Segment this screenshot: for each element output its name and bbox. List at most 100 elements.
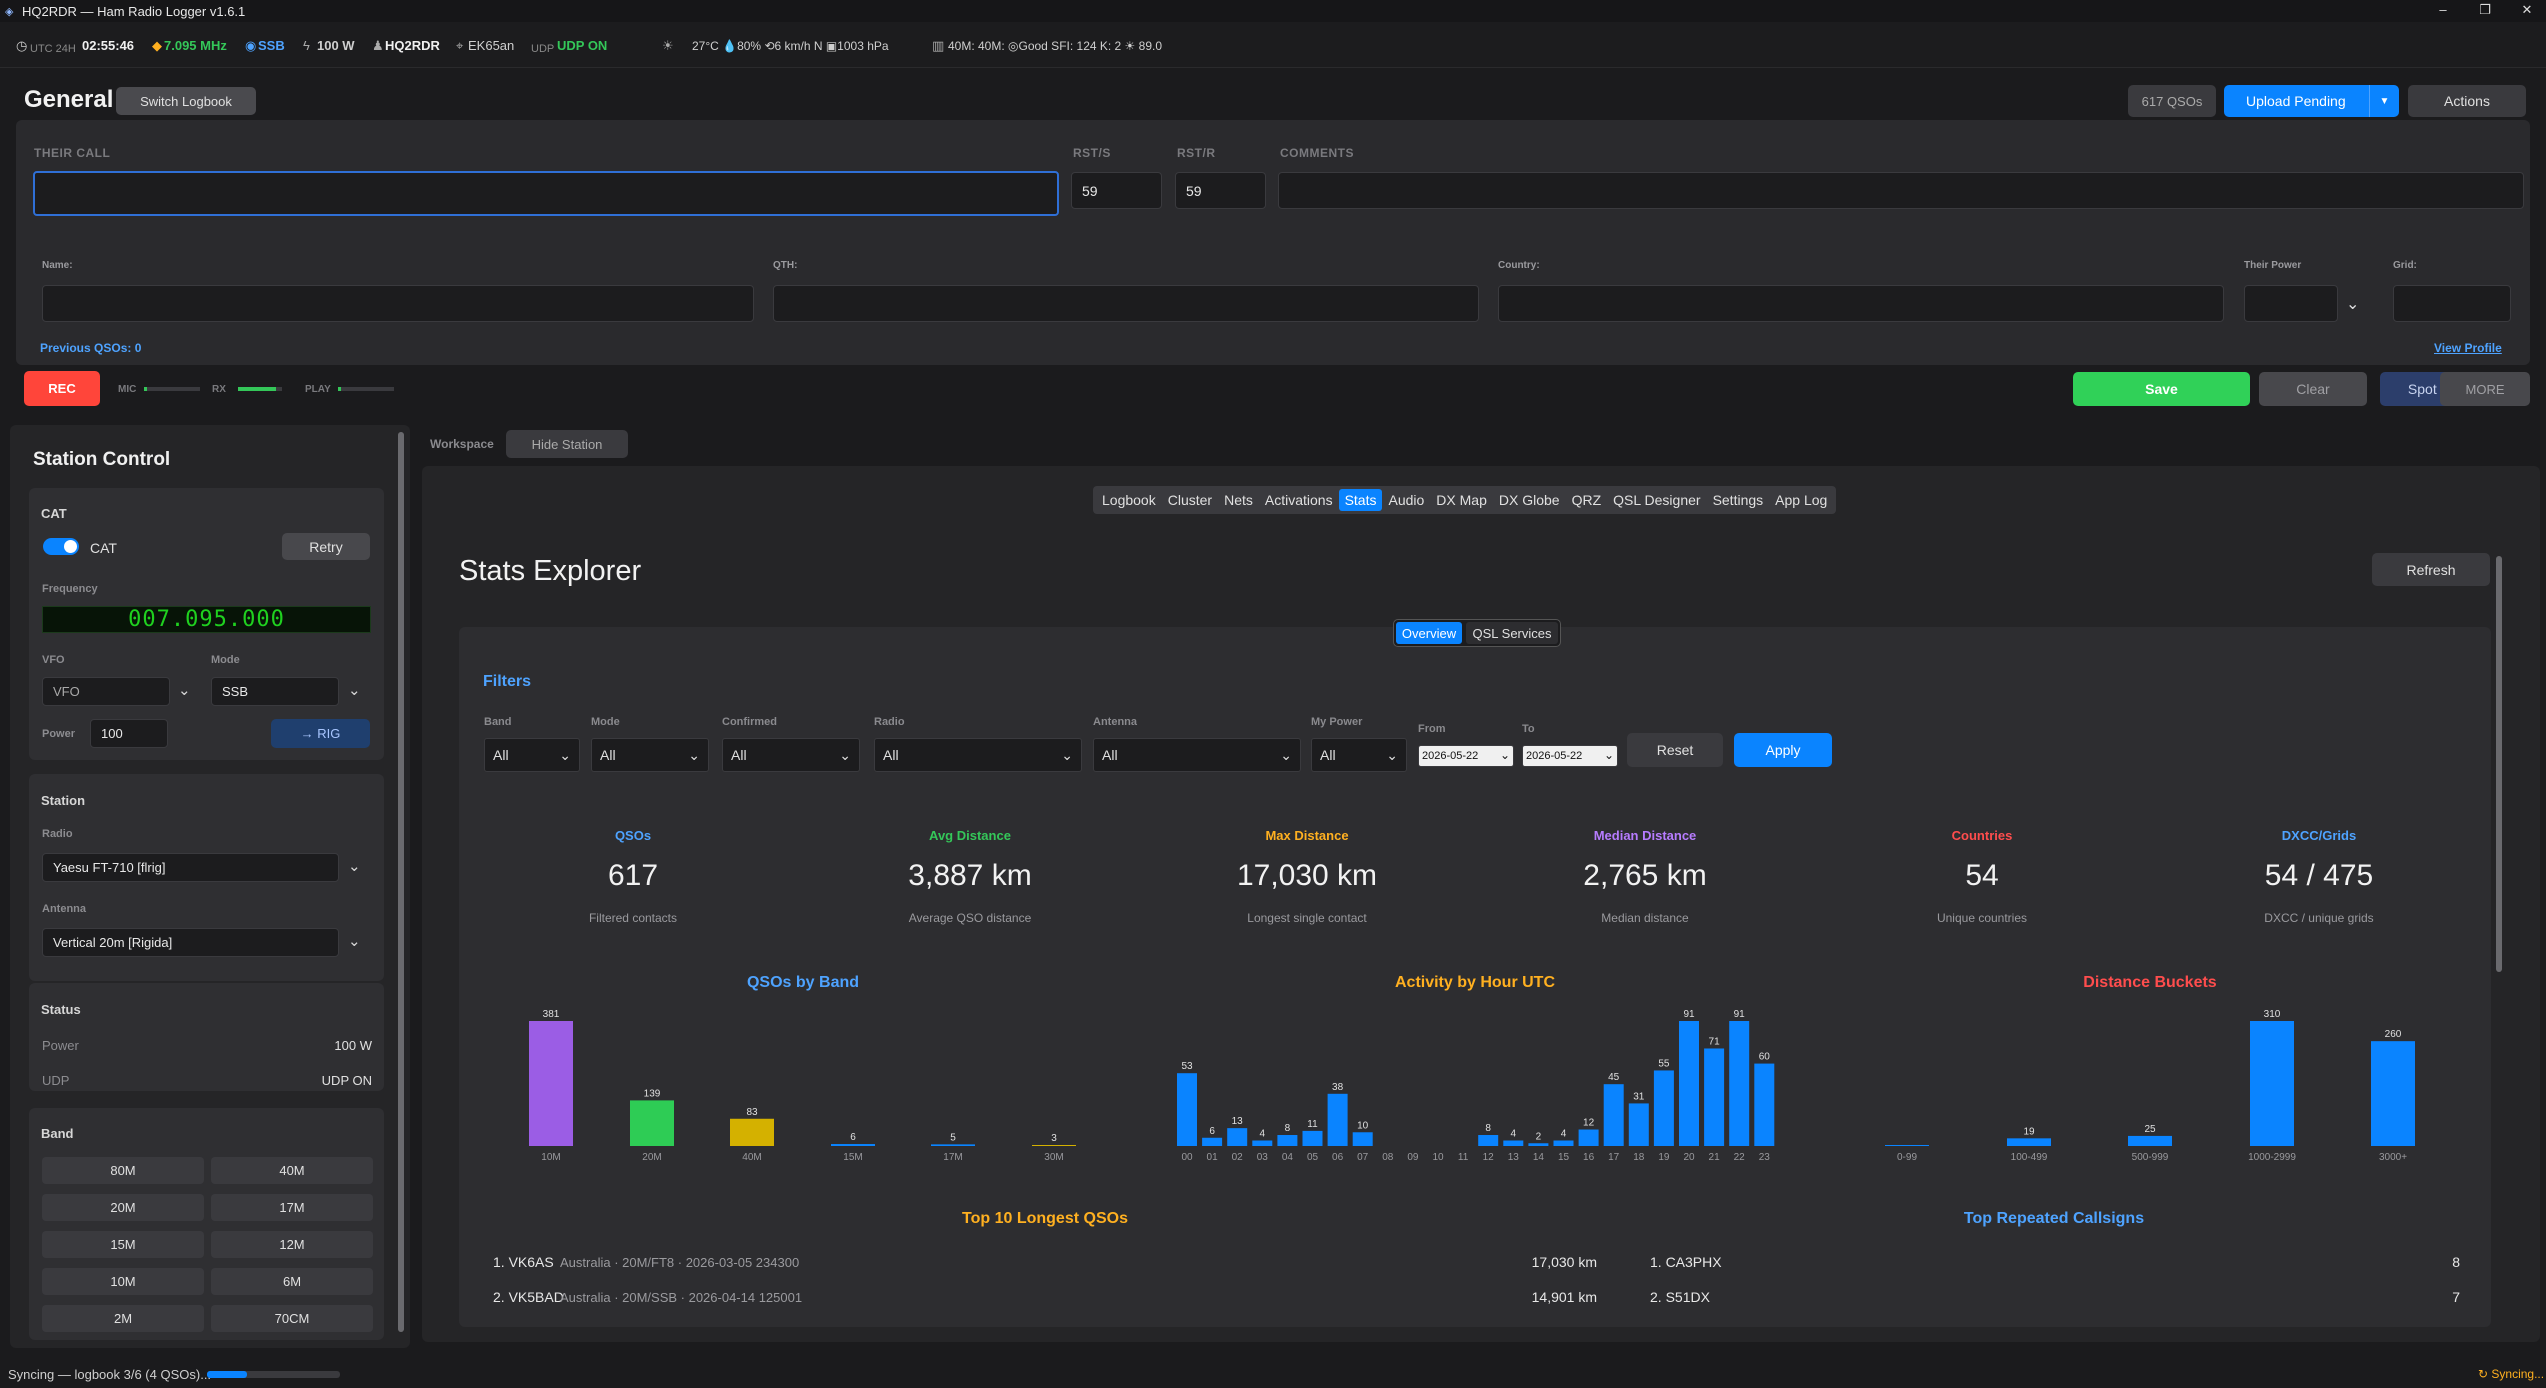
comments-input[interactable] — [1278, 172, 2524, 209]
refresh-button[interactable]: Refresh — [2372, 553, 2490, 586]
vfo-chevron-down-icon[interactable]: ⌄ — [178, 682, 191, 699]
rstr-input[interactable]: 59 — [1175, 172, 1266, 209]
tab-qsl-services[interactable]: QSL Services — [1466, 622, 1558, 644]
filter-antenna-value: All — [1102, 747, 1118, 763]
to-rig-button[interactable]: → RIG — [271, 719, 370, 748]
band-button-12m[interactable]: 12M — [211, 1231, 373, 1258]
band-button-6m[interactable]: 6M — [211, 1268, 373, 1295]
band-section-title: Band — [41, 1126, 74, 1141]
vfo-select[interactable]: VFO — [42, 677, 170, 706]
antenna-select[interactable]: Vertical 20m [Rigida] — [42, 928, 339, 957]
tab-dx-globe[interactable]: DX Globe — [1498, 492, 1560, 508]
upload-pending-button[interactable]: Upload Pending ▼ — [2224, 85, 2399, 117]
chevron-down-icon: ⌄ — [1386, 747, 1398, 763]
band-tick-label: 17M — [943, 1152, 962, 1163]
band-bar-value: 5 — [950, 1132, 956, 1143]
weather-info: 27°C 💧80% ⟲6 km/h N ▣1003 hPa — [692, 39, 889, 53]
radio-chevron-down-icon[interactable]: ⌄ — [348, 858, 361, 875]
reset-button[interactable]: Reset — [1627, 733, 1723, 767]
filter-antenna-select[interactable]: All ⌄ — [1093, 738, 1301, 772]
retry-button[interactable]: Retry — [282, 533, 370, 560]
workspace-scrollbar[interactable] — [2496, 556, 2502, 972]
clear-button[interactable]: Clear — [2259, 372, 2367, 406]
status-section — [29, 983, 384, 1091]
tab-cluster[interactable]: Cluster — [1167, 492, 1213, 508]
more-button[interactable]: MORE — [2440, 372, 2530, 406]
power-input[interactable]: 100 — [90, 719, 168, 748]
upload-pending-label: Upload Pending — [2246, 93, 2346, 109]
their-call-input[interactable] — [33, 171, 1059, 216]
radio-select[interactable]: Yaesu FT-710 [flrig] — [42, 853, 339, 882]
distance-bar — [2128, 1135, 2172, 1146]
tab-qrz[interactable]: QRZ — [1571, 492, 1602, 508]
switch-logbook-button[interactable]: Switch Logbook — [116, 87, 256, 115]
antenna-icon: ▥ — [932, 38, 945, 53]
app-icon: ◈ — [5, 6, 14, 18]
country-label: Country: — [1498, 260, 1540, 271]
apply-button[interactable]: Apply — [1734, 733, 1832, 767]
tab-qsl-designer[interactable]: QSL Designer — [1613, 492, 1701, 508]
kpi-card: Countries 54 Unique countries — [1832, 828, 2132, 925]
their-power-select[interactable] — [2244, 285, 2338, 322]
band-button-10m[interactable]: 10M — [42, 1268, 204, 1295]
kpi-value: 17,030 km — [1236, 859, 1378, 892]
filter-radio-select[interactable]: All ⌄ — [874, 738, 1082, 772]
tab-audio[interactable]: Audio — [1388, 492, 1425, 508]
tab-stats[interactable]: Stats — [1338, 489, 1383, 511]
close-icon[interactable]: ✕ — [2521, 2, 2533, 17]
hour-tick-label: 04 — [1282, 1152, 1294, 1163]
filter-mode-select[interactable]: All ⌄ — [591, 738, 709, 772]
maximize-icon[interactable]: ❐ — [2479, 2, 2491, 17]
band-button-17m[interactable]: 17M — [211, 1194, 373, 1221]
hour-bar — [1553, 1140, 1574, 1146]
qth-input[interactable] — [773, 285, 1479, 322]
cat-toggle[interactable] — [43, 538, 79, 555]
tab-activations[interactable]: Activations — [1264, 492, 1333, 508]
tab-app-log[interactable]: App Log — [1775, 492, 1828, 508]
grid-input[interactable] — [2393, 285, 2511, 322]
tab-nets[interactable]: Nets — [1224, 492, 1253, 508]
dropdown-arrow-icon[interactable]: ▼ — [2369, 85, 2399, 117]
band-button-2m[interactable]: 2M — [42, 1305, 204, 1332]
comments-label: COMMENTS — [1280, 146, 1354, 160]
filter-mypower-value: All — [1320, 747, 1336, 763]
country-input[interactable] — [1498, 285, 2224, 322]
name-input[interactable] — [42, 285, 754, 322]
filter-confirmed-select[interactable]: All ⌄ — [722, 738, 860, 772]
view-profile-link[interactable]: View Profile — [2434, 341, 2502, 355]
tab-logbook[interactable]: Logbook — [1102, 492, 1156, 508]
rsts-input[interactable]: 59 — [1071, 172, 1162, 209]
tab-overview[interactable]: Overview — [1396, 622, 1462, 644]
filter-to-date[interactable]: 2026-05-22 ⌄ — [1522, 745, 1618, 767]
band-button-20m[interactable]: 20M — [42, 1194, 204, 1221]
filter-antenna-label: Antenna — [1093, 716, 1137, 728]
tab-settings[interactable]: Settings — [1712, 492, 1764, 508]
minimize-icon[interactable]: – — [2439, 2, 2447, 17]
rec-button[interactable]: REC — [24, 371, 100, 406]
tab-dx-map[interactable]: DX Map — [1436, 492, 1487, 508]
hide-station-button[interactable]: Hide Station — [506, 430, 628, 458]
hour-bar-value: 8 — [1285, 1123, 1291, 1134]
band-button-80m[interactable]: 80M — [42, 1157, 204, 1184]
chevron-down-icon[interactable]: ⌄ — [2346, 296, 2360, 313]
save-button[interactable]: Save — [2073, 372, 2250, 406]
mode-chevron-down-icon[interactable]: ⌄ — [348, 682, 361, 699]
distance-bar-value: 19 — [2023, 1126, 2035, 1137]
filter-confirmed-value: All — [731, 747, 747, 763]
distance-bar — [2007, 1138, 2051, 1146]
antenna-chevron-down-icon[interactable]: ⌄ — [348, 933, 361, 950]
hour-bar — [1603, 1084, 1624, 1146]
mode-select[interactable]: SSB — [211, 677, 339, 706]
filter-from-date[interactable]: 2026-05-22 ⌄ — [1418, 745, 1514, 767]
propagation-info: 40M: 40M: ◎Good SFI: 124 K: 2 ☀ 89.0 — [948, 39, 1163, 53]
band-button-40m[interactable]: 40M — [211, 1157, 373, 1184]
filter-band-select[interactable]: All ⌄ — [484, 738, 580, 772]
band-button-15m[interactable]: 15M — [42, 1231, 204, 1258]
filter-mypower-select[interactable]: All ⌄ — [1311, 738, 1407, 772]
actions-button[interactable]: Actions — [2408, 85, 2526, 117]
band-button-70cm[interactable]: 70CM — [211, 1305, 373, 1332]
hour-bar-value: 55 — [1658, 1058, 1670, 1069]
kpi-card: QSOs 617 Filtered contacts — [483, 828, 783, 925]
power-row-value: 100 W — [334, 1038, 372, 1053]
sidebar-scrollbar[interactable] — [398, 432, 404, 1332]
